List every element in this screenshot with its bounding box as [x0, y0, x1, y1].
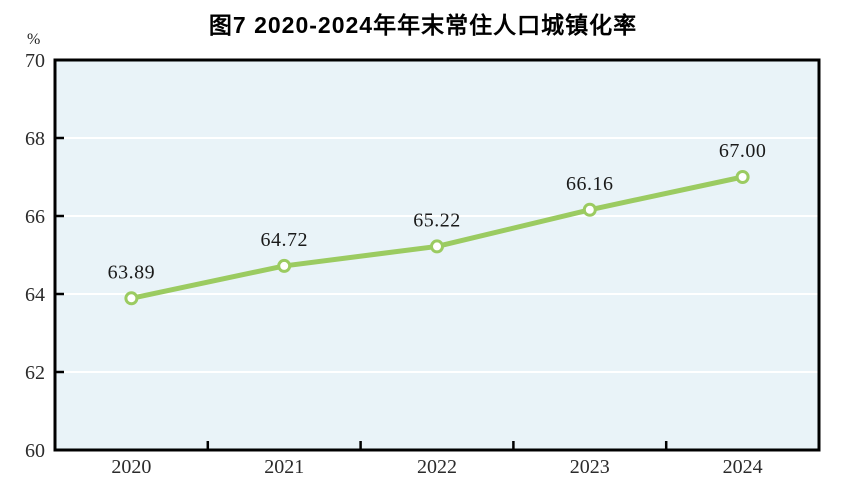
y-tick-label: 70 [25, 50, 45, 72]
x-tick-label: 2021 [264, 456, 304, 478]
data-point-label: 67.00 [719, 140, 767, 162]
y-tick-label: 68 [25, 128, 45, 150]
plot-border [53, 58, 821, 452]
x-tick-label: 2020 [111, 456, 151, 478]
data-point-marker [277, 258, 292, 273]
data-point-label: 64.72 [260, 229, 308, 251]
data-point-label: 65.22 [413, 209, 461, 231]
data-point-marker [430, 239, 444, 254]
chart-title: 图7 2020-2024年年末常住人口城镇化率 [208, 12, 638, 38]
data-point-marker [735, 170, 750, 184]
x-tick-label: 2024 [723, 456, 763, 478]
plot-area-background [55, 60, 819, 450]
x-tick-label: 2022 [417, 456, 457, 478]
y-tick-label: 60 [25, 440, 45, 462]
x-tick-label: 2023 [570, 456, 610, 478]
y-axis-unit-label: % [27, 31, 41, 48]
data-point-marker [124, 291, 139, 306]
data-point-label: 66.16 [566, 173, 614, 195]
y-tick-label: 62 [25, 362, 45, 384]
data-point-marker [582, 202, 597, 217]
data-point-label: 63.89 [108, 261, 156, 283]
y-tick-label: 64 [25, 284, 45, 306]
y-tick-label: 66 [25, 206, 45, 228]
